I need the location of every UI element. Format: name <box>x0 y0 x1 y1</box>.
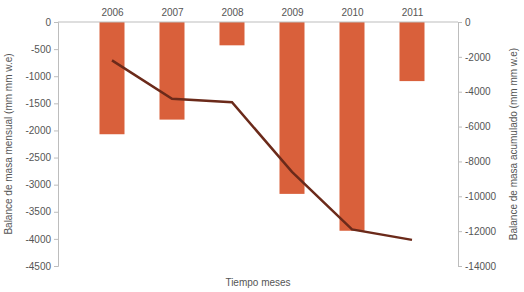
tick: -3500 <box>25 206 58 217</box>
tick-label: -500 <box>31 44 51 55</box>
line <box>112 60 412 240</box>
bar <box>100 22 125 134</box>
tick: 0 <box>458 17 471 28</box>
tick: 2011 <box>402 7 424 22</box>
tick: -12000 <box>458 226 497 237</box>
tick-mark <box>458 196 462 197</box>
tick-mark <box>458 127 462 128</box>
bar <box>400 22 425 81</box>
tick-mark <box>458 266 462 267</box>
tick: -10000 <box>458 191 497 202</box>
tick-label: -2500 <box>25 152 51 163</box>
tick-label: -2000 <box>25 125 51 136</box>
tick-label: -4500 <box>25 261 51 272</box>
tick: -1000 <box>25 71 58 82</box>
axis-line <box>58 22 458 23</box>
tick: -4000 <box>458 86 491 97</box>
tick-label: 2007 <box>161 7 184 18</box>
tick-mark <box>54 49 58 50</box>
tick-label: 2008 <box>221 7 244 18</box>
tick: -1500 <box>25 98 58 109</box>
bar-series <box>100 22 425 231</box>
tick-mark <box>54 103 58 104</box>
tick: -8000 <box>458 156 491 167</box>
tick: -6000 <box>458 121 491 132</box>
tick-label: -4000 <box>25 234 51 245</box>
tick-mark <box>458 22 462 23</box>
tick-label: -12000 <box>465 226 497 237</box>
tick-mark <box>54 130 58 131</box>
tick-label: -6000 <box>465 121 491 132</box>
axis-line <box>54 23 59 267</box>
tick-label: -10000 <box>465 191 497 202</box>
x-axis: 2006 2007 2008 2009 2010 2011 <box>58 7 458 22</box>
tick: -2500 <box>25 152 58 163</box>
tick-label: -4000 <box>465 86 491 97</box>
tick-label: -8000 <box>465 156 491 167</box>
tick: 2009 <box>281 7 304 22</box>
tick: -2000 <box>458 52 491 63</box>
bar <box>160 22 185 120</box>
tick-label: -1500 <box>25 98 51 109</box>
tick-label: 0 <box>465 17 471 28</box>
tick: -3000 <box>25 179 58 190</box>
tick: 2010 <box>341 7 364 22</box>
tick-mark <box>458 161 462 162</box>
tick-label: -3500 <box>25 206 51 217</box>
tick-label: -14000 <box>465 261 497 272</box>
tick-mark <box>54 266 58 267</box>
tick-label: 0 <box>45 17 51 28</box>
tick-mark <box>54 185 58 186</box>
tick-mark <box>458 231 462 232</box>
y-axis-title: Balance de masa mensual (mm mm w.e) <box>3 53 14 234</box>
tick: 2008 <box>221 7 244 22</box>
tick-label: -1000 <box>25 71 51 82</box>
y-axis: 0 -500 -1000 -1500 -2000 -2500 -3000 -3500 -4000… <box>25 17 58 272</box>
tick-label: 2006 <box>101 7 124 18</box>
y2-axis-title: Balance de masa acumulado (mm mm w.e) <box>508 48 519 240</box>
tick-mark <box>54 76 58 77</box>
bar <box>280 22 305 194</box>
bar <box>220 22 245 45</box>
x-axis-title: Tiempo meses <box>225 277 290 288</box>
tick-label: 2010 <box>341 7 364 18</box>
tick: 2006 <box>101 7 124 22</box>
tick-mark <box>54 22 58 23</box>
tick-label: -3000 <box>25 179 51 190</box>
tick-label: 2011 <box>402 7 424 18</box>
tick-mark <box>458 57 462 58</box>
axis-line <box>459 23 463 267</box>
plot-area <box>100 22 425 240</box>
tick: -4000 <box>25 234 58 245</box>
tick: 0 <box>45 17 58 28</box>
tick: -2000 <box>25 125 58 136</box>
tick-mark <box>458 92 462 93</box>
tick-label: -2000 <box>465 52 491 63</box>
tick-mark <box>54 212 58 213</box>
bar <box>340 22 365 231</box>
tick: 2007 <box>161 7 184 22</box>
tick: -500 <box>31 44 58 55</box>
tick: -14000 <box>458 261 497 272</box>
tick-mark <box>54 158 58 159</box>
y2-axis: 0 -2000 -4000 -6000 -8000 -10000 -12000 -14000 <box>458 17 497 272</box>
chart: 2006 2007 2008 2009 2010 2011 0 -500 -1000 -1500 -… <box>0 0 524 292</box>
tick: -4500 <box>25 261 58 272</box>
tick-label: 2009 <box>281 7 304 18</box>
tick-mark <box>54 239 58 240</box>
